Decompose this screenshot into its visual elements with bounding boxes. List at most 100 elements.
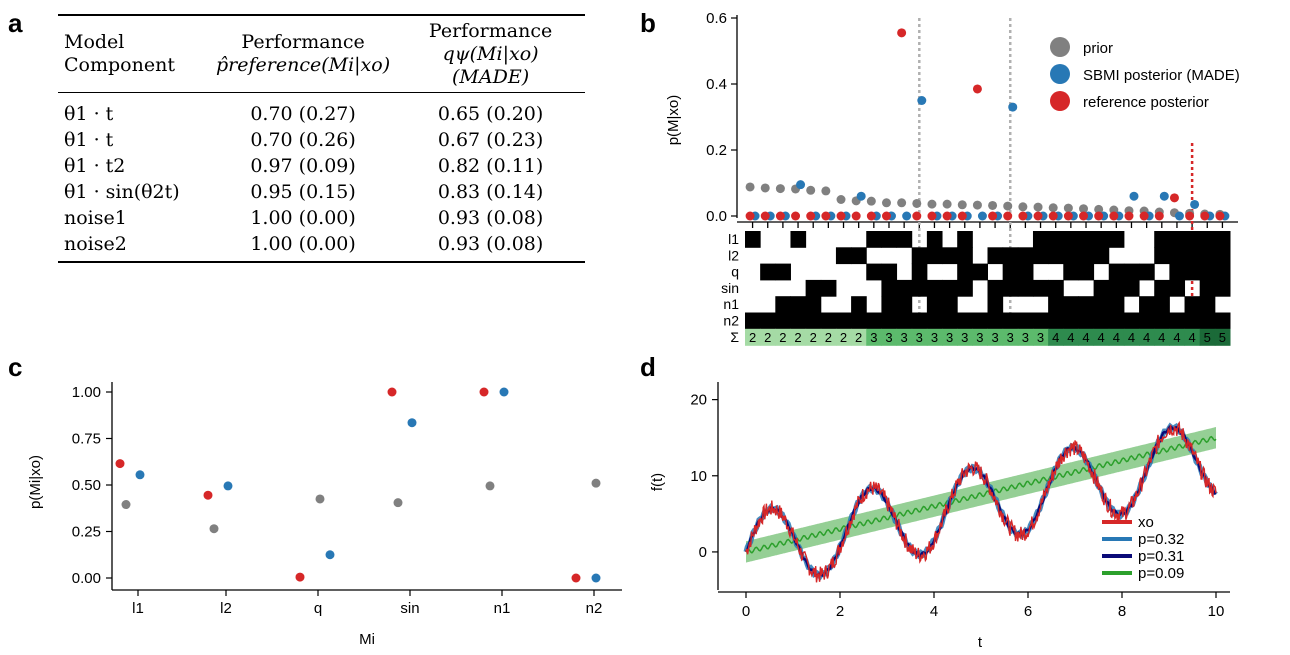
prior-point — [927, 199, 937, 209]
matrix-cell — [775, 312, 791, 330]
reference-point — [1185, 211, 1195, 221]
x-tick-label-d: 8 — [1118, 603, 1126, 620]
reference-point — [972, 84, 982, 94]
sum-cell — [926, 328, 943, 346]
sbmi-point — [917, 96, 927, 105]
sbmi-point — [1129, 191, 1139, 201]
prior-point-c — [121, 500, 131, 510]
sum-cell — [1139, 328, 1155, 346]
matrix-cell — [851, 296, 867, 313]
matrix-cell — [1108, 312, 1125, 330]
sum-label: 2 — [810, 330, 817, 345]
sum-cell — [911, 328, 928, 346]
prior-point — [912, 198, 922, 208]
observed-xo-line — [745, 420, 1217, 583]
prior-point — [745, 182, 755, 192]
reference-point — [881, 211, 891, 221]
prior-point — [1094, 204, 1104, 214]
prior-point — [1048, 203, 1058, 213]
sum-label: 2 — [779, 330, 786, 345]
sum-cell — [820, 328, 837, 346]
matrix-cell — [1032, 279, 1049, 297]
reference-point — [1215, 211, 1225, 221]
matrix-cell — [1199, 263, 1216, 281]
matrix-cell — [1123, 263, 1140, 281]
matrix-cell — [1184, 263, 1201, 281]
sum-label: 3 — [870, 330, 877, 345]
sum-label: 3 — [916, 330, 923, 345]
table-cell-made: 0.82 (0.11) — [437, 155, 544, 178]
performance-table: Model Component Performance p̂reference(… — [58, 14, 585, 264]
matrix-cell — [745, 312, 761, 330]
table-header-made: Performance qψ(Mi|xo) (MADE) — [428, 20, 553, 88]
matrix-cell — [1048, 312, 1064, 330]
sum-label: 4 — [1188, 330, 1195, 345]
reference-point — [1094, 211, 1104, 221]
legend-marker-b — [1050, 37, 1070, 57]
reference-point — [806, 211, 816, 221]
reference-point — [760, 211, 770, 221]
matrix-cell — [805, 279, 822, 297]
prior-point — [866, 196, 876, 206]
legend-label-d: p=0.31 — [1138, 548, 1184, 565]
matrix-cell — [1154, 279, 1170, 297]
matrix-cell — [1184, 296, 1201, 313]
sum-label: 3 — [901, 330, 908, 345]
sum-cell — [957, 328, 973, 346]
reference-point — [1063, 211, 1073, 221]
x-tick-label-d: 0 — [742, 603, 750, 620]
reference-point — [866, 211, 876, 221]
matrix-cell — [926, 279, 943, 297]
matrix-cell — [1063, 231, 1079, 248]
matrix-cell — [881, 296, 898, 313]
prior-point-c — [315, 494, 325, 504]
sum-label: 2 — [840, 330, 847, 345]
y-label-d: f(t) — [649, 473, 666, 491]
reference-point — [957, 211, 967, 221]
legend-label-d: p=0.09 — [1138, 565, 1184, 582]
matrix-cell — [1048, 279, 1064, 297]
matrix-cell — [1078, 231, 1095, 248]
matrix-cell — [1184, 247, 1201, 265]
matrix-row-label: l2 — [728, 247, 739, 263]
matrix-cell — [1017, 279, 1034, 297]
sbmi-point-c — [407, 418, 417, 428]
matrix-cell — [1017, 247, 1034, 265]
sum-cell — [1063, 328, 1079, 346]
table-cell-component: θ1 · sin(θ2t) — [64, 181, 180, 204]
matrix-cell — [790, 231, 807, 248]
sbmi-point-c — [325, 550, 335, 560]
matrix-cell — [1108, 279, 1125, 297]
matrix-cell — [1093, 247, 1110, 265]
sum-cell — [1032, 328, 1049, 346]
matrix-row-label: n1 — [723, 296, 739, 312]
matrix-cell — [775, 296, 791, 313]
legend-marker-b — [1050, 91, 1070, 111]
matrix-cell — [957, 312, 973, 330]
matrix-cell — [987, 312, 1004, 330]
matrix-cell — [1108, 263, 1125, 281]
table-cell-component: θ1 · t — [64, 129, 114, 152]
matrix-cell — [1093, 296, 1110, 313]
matrix-cell — [805, 312, 822, 330]
y-tick-label-c: 0.50 — [72, 477, 101, 494]
y-tick-label-c: 0.75 — [72, 431, 101, 448]
x-tick-label-c: sin — [400, 600, 419, 617]
reference-point — [745, 211, 755, 221]
matrix-cell — [1093, 279, 1110, 297]
table-cell-made: 0.93 (0.08) — [437, 233, 544, 256]
matrix-cell — [911, 279, 928, 297]
matrix-cell — [1078, 247, 1095, 265]
matrix-cell — [987, 296, 1004, 313]
matrix-cell — [866, 263, 882, 281]
sum-label: 2 — [825, 330, 832, 345]
prior-point — [1003, 201, 1013, 211]
sbmi-point — [1190, 199, 1200, 209]
y-tick-label-d: 20 — [690, 392, 707, 409]
chart-d: 0 10 20 0 2 4 6 8 10 t f(t) xop=0.32p=0.31p=0.09 — [649, 382, 1230, 651]
matrix-cell — [1017, 263, 1034, 281]
matrix-cell — [1199, 312, 1216, 330]
matrix-cell — [1078, 312, 1095, 330]
sum-cell — [896, 328, 913, 346]
matrix-cell — [760, 312, 776, 330]
